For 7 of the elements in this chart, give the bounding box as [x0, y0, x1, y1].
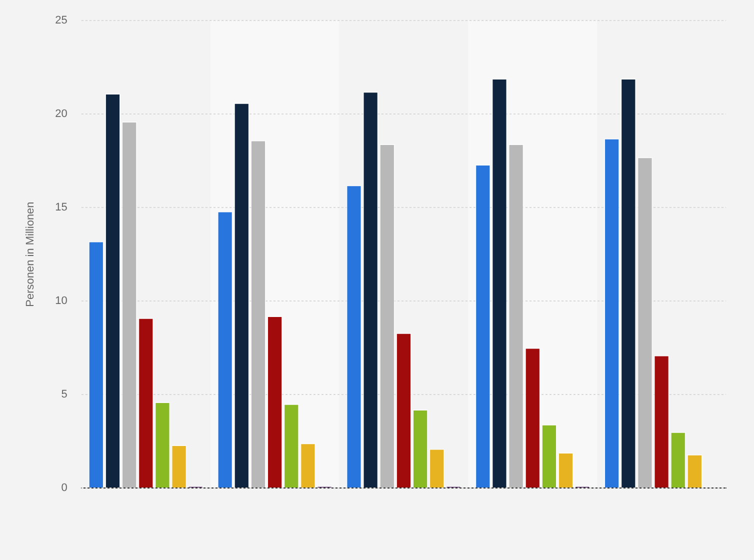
y-tick-label: 20: [55, 108, 68, 120]
y-tick-label: 25: [55, 14, 68, 27]
y-tick-label: 10: [55, 295, 68, 308]
y-tick-label: 15: [55, 202, 68, 214]
y-axis-title: Personen in Millionen: [24, 202, 37, 307]
y-tick-label: 0: [61, 482, 68, 494]
y-tick-label: 5: [61, 388, 68, 401]
